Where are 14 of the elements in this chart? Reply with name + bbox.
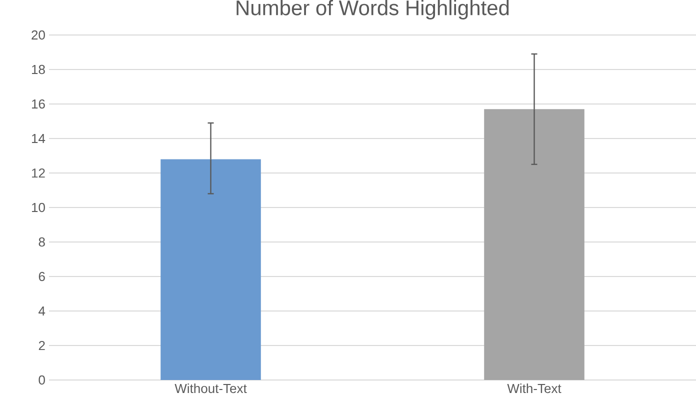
y-tick-label: 4	[38, 306, 46, 316]
y-tick-label: 6	[38, 272, 45, 282]
y-tick-label: 10	[32, 202, 45, 212]
x-tick-label: With-Text	[507, 384, 562, 394]
x-tick-label: Without-Text	[174, 384, 247, 394]
y-tick-label: 14	[32, 134, 46, 143]
y-tick-label: 12	[32, 168, 45, 178]
y-tick-label: 2	[38, 340, 45, 350]
y-tick-label: 0	[38, 375, 45, 385]
y-tick-label: 8	[38, 237, 45, 247]
y-tick-label: 18	[32, 64, 45, 74]
y-tick-label: 20	[32, 30, 45, 40]
y-tick-label: 16	[32, 99, 45, 109]
chart-title: Number of Words Highlighted	[236, 0, 509, 20]
